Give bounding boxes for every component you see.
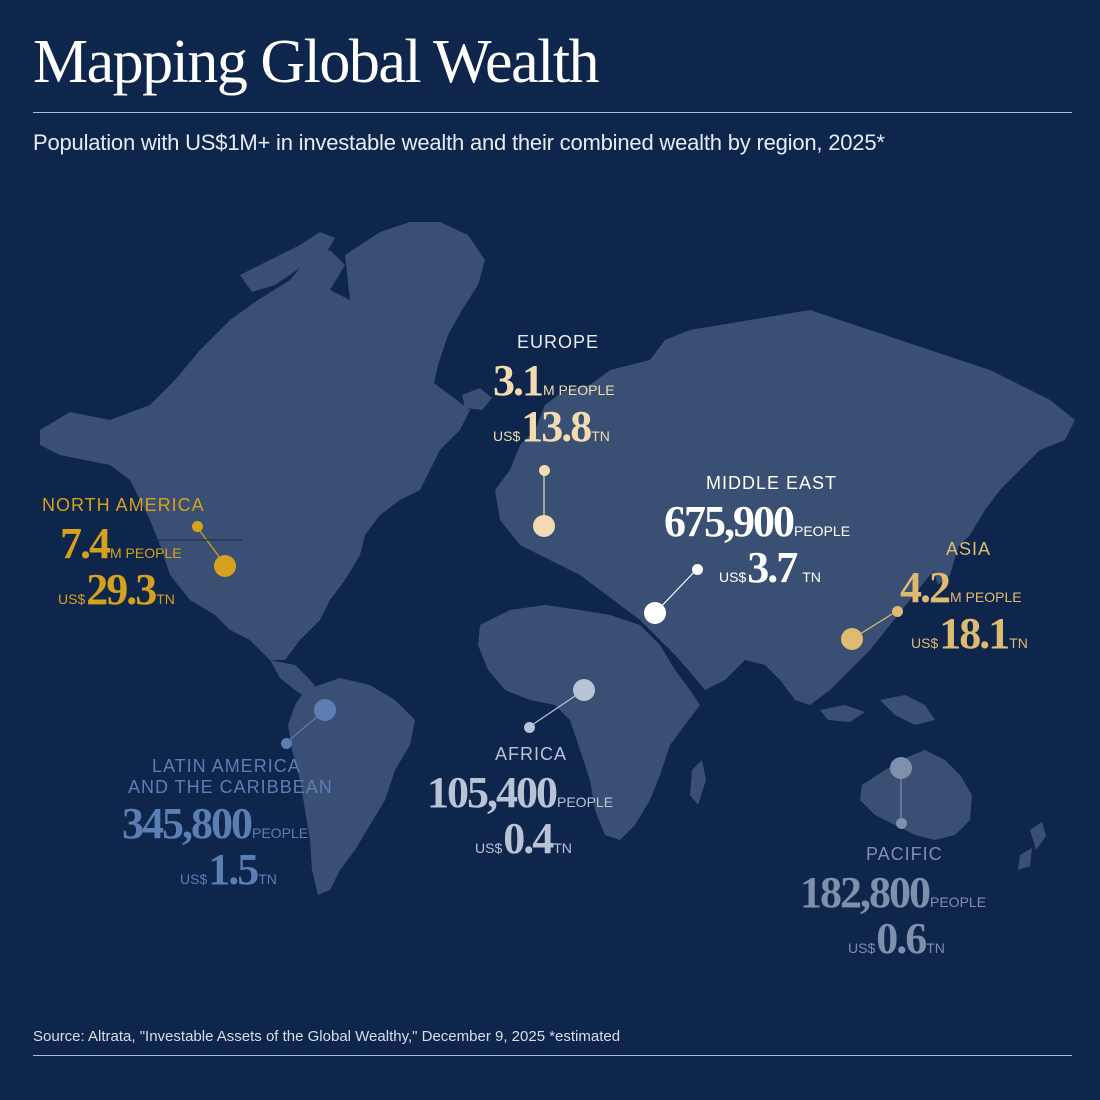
wealth-value: 0.6 — [876, 914, 927, 963]
currency-label: US$ — [848, 940, 876, 956]
asia-small-marker — [892, 606, 903, 617]
wealth-unit: TN — [553, 840, 572, 856]
australia-landmass — [860, 750, 972, 840]
wealth-unit: TN — [258, 871, 277, 887]
africa-small-marker — [524, 722, 535, 733]
eurasia-landmass — [495, 310, 1075, 705]
wealth-unit: TN — [802, 569, 821, 585]
people-value: 182,800 — [800, 868, 931, 917]
wealth-value: 18.1 — [939, 609, 1010, 658]
footer-divider — [33, 1055, 1072, 1056]
scandinavia-landmass — [525, 400, 600, 485]
middle-east-small-marker — [692, 564, 703, 575]
wealth-value: 3.7 — [747, 543, 798, 592]
people-unit: PEOPLE — [557, 794, 614, 810]
people-unit: PEOPLE — [794, 523, 851, 539]
africa-marker — [573, 679, 595, 701]
north-america-small-marker — [192, 521, 203, 532]
south-america-landmass — [288, 678, 415, 895]
wealth-unit: TN — [591, 428, 610, 444]
currency-label: US$ — [58, 591, 86, 607]
region-name: EUROPE — [517, 332, 600, 352]
people-value: 345,800 — [122, 799, 253, 848]
people-value: 105,400 — [427, 768, 558, 817]
people-value: 3.1 — [493, 356, 544, 405]
people-value: 675,900 — [664, 497, 795, 546]
africa-callout: AFRICA 105,400PEOPLE US$0.4TN — [427, 744, 613, 861]
currency-label: US$ — [911, 635, 939, 651]
currency-label: US$ — [180, 871, 208, 887]
region-name-line1: LATIN AMERICA — [152, 756, 301, 776]
currency-label: US$ — [493, 428, 521, 444]
currency-label: US$ — [719, 569, 747, 585]
region-name: NORTH AMERICA — [42, 495, 205, 515]
europe-callout: EUROPE 3.1M PEOPLE US$13.8TN — [493, 332, 615, 449]
greenland-landmass — [345, 222, 485, 475]
people-unit: M PEOPLE — [543, 382, 615, 398]
region-name: PACIFIC — [866, 844, 943, 864]
latin-america-small-marker — [281, 738, 292, 749]
region-name: AFRICA — [495, 744, 568, 764]
wealth-value: 0.4 — [503, 814, 554, 863]
latin-america-marker — [314, 699, 336, 721]
asia-marker — [841, 628, 863, 650]
north-america-marker — [214, 555, 236, 577]
wealth-value: 13.8 — [521, 402, 592, 451]
currency-label: US$ — [475, 840, 503, 856]
arctic-islands — [240, 232, 335, 292]
middle-east-callout: MIDDLE EAST 675,900PEOPLE US$3.7 TN — [664, 473, 850, 590]
pacific-callout: PACIFIC 182,800PEOPLE US$0.6TN — [800, 844, 986, 961]
people-unit: M PEOPLE — [110, 545, 182, 561]
wealth-unit: TN — [1009, 635, 1028, 651]
asia-callout: ASIA 4.2M PEOPLE US$18.1TN — [900, 539, 1028, 656]
subtitle: Population with US$1M+ in investable wea… — [33, 130, 885, 155]
europe-marker — [533, 515, 555, 537]
page-title: Mapping Global Wealth — [33, 28, 600, 96]
people-unit: M PEOPLE — [950, 589, 1022, 605]
land-masses — [40, 222, 1075, 895]
region-name-line2: AND THE CARIBBEAN — [128, 777, 333, 797]
people-value: 4.2 — [900, 563, 951, 612]
north-america-callout: NORTH AMERICA 7.4M PEOPLE US$29.3TN — [42, 495, 205, 612]
wealth-value: 1.5 — [208, 845, 259, 894]
pacific-marker — [890, 757, 912, 779]
wealth-unit: TN — [926, 940, 945, 956]
source-note: Source: Altrata, "Investable Assets of t… — [33, 1028, 621, 1045]
people-value: 7.4 — [60, 519, 111, 568]
region-name: ASIA — [946, 539, 992, 559]
middle-east-marker — [644, 602, 666, 624]
pacific-small-marker — [896, 818, 907, 829]
latin-america-callout: LATIN AMERICA AND THE CARIBBEAN 345,800P… — [122, 756, 333, 892]
north-america-landmass — [40, 250, 470, 660]
title-divider — [33, 112, 1072, 113]
people-unit: PEOPLE — [252, 825, 309, 841]
wealth-value: 29.3 — [86, 565, 157, 614]
people-unit: PEOPLE — [930, 894, 987, 910]
africa-landmass — [478, 605, 700, 840]
europe-small-marker — [539, 465, 550, 476]
wealth-unit: TN — [156, 591, 175, 607]
region-name: MIDDLE EAST — [706, 473, 838, 493]
